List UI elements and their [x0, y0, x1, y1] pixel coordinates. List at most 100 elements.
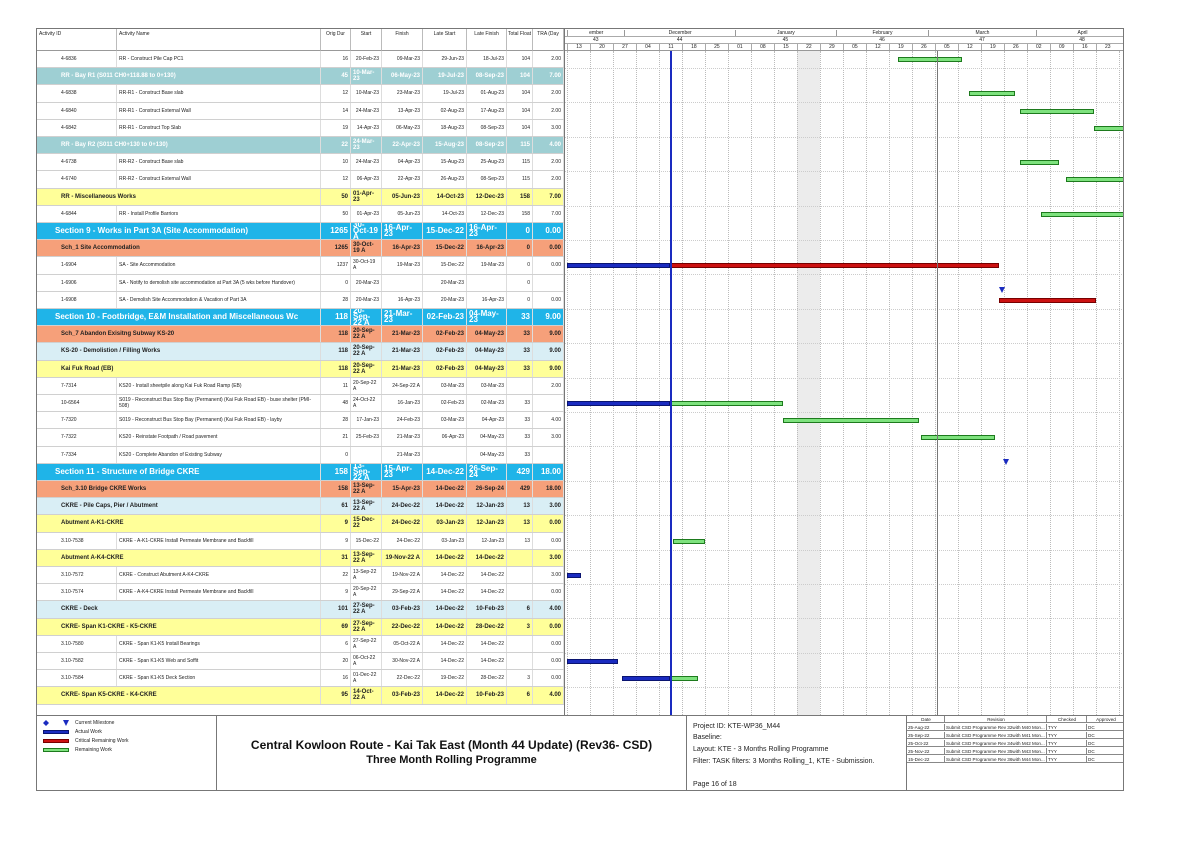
grid-line	[1118, 51, 1120, 715]
day-label: 09	[1049, 44, 1073, 50]
cell-text: 23-Mar-23	[396, 90, 420, 97]
cell-text: 0.00	[551, 537, 561, 544]
cell-ls: 14-Oct-23	[423, 205, 467, 222]
cell-text: 14-Dec-22	[480, 640, 504, 647]
cell-text: 14-Dec-22	[475, 554, 504, 561]
cell-name: KS20 - Complete Abandon of Existing Subw…	[117, 446, 321, 463]
cell-id: 4-6844	[59, 205, 117, 222]
cell-ls: 03-Mar-23	[423, 412, 467, 429]
footer: Current Milestone Actual Work Critical Rem…	[37, 715, 1123, 790]
cell-ls: 15-Aug-23	[423, 154, 467, 171]
grid-row	[565, 584, 1123, 585]
cell-text: 13-Sep-22 A	[353, 551, 375, 564]
cell-start: 20-Feb-23	[351, 51, 382, 68]
cell-text: 19	[342, 124, 348, 131]
cell-id: 1-6906	[59, 274, 117, 291]
cell-ls: 26-Aug-23	[423, 171, 467, 188]
revision-cell: 25-Nov-22	[907, 748, 945, 755]
revision-cell: DC	[1087, 748, 1123, 755]
cell-id: 3.10-7582	[59, 653, 117, 670]
cell-text: 14-Apr-23	[356, 124, 379, 131]
cell-text: 2.00	[551, 90, 561, 97]
holiday-shade	[796, 51, 820, 715]
cell-text: 06-May-23	[396, 124, 420, 131]
day-label: 26	[911, 44, 935, 50]
revision-header: Checked	[1047, 716, 1087, 723]
day-label: 18	[681, 44, 705, 50]
cell-text: 22	[341, 142, 348, 149]
cell-text: 08-Sep-23	[480, 124, 504, 131]
cell-tf: 115	[507, 154, 533, 171]
week-label: 44	[676, 37, 683, 43]
cell-text: 24-Mar-23	[355, 107, 379, 114]
cell-text: RR-R1 - Construct Top Slab	[119, 124, 181, 131]
cell-dur: 69	[321, 618, 351, 635]
cell-name: KS-20 - Demolistion / Filling Works	[59, 343, 321, 360]
cell-text: 26-Sep-24	[469, 463, 498, 479]
cell-text: 06-Oct-22 A	[353, 655, 376, 668]
cell-text: 104	[521, 90, 530, 97]
cell-start: 20-Sep-22 A	[351, 377, 382, 394]
cell-text: 17-Jan-23	[356, 417, 379, 424]
cell-text: 0	[527, 296, 530, 303]
grid-line	[1026, 51, 1028, 715]
actual-bar	[567, 401, 671, 406]
cell-text: 15-Dec-22	[426, 226, 464, 236]
table-row: 1-6904 SA - Site Accommodation 1237 30-Oct-…	[37, 257, 564, 275]
group-row: RR - Miscellaneous Works 50 01-Apr-23 05-Ju…	[37, 188, 564, 206]
cell-start: 17-Jan-23	[351, 412, 382, 429]
cell-text: 0	[525, 226, 530, 236]
revision-header: Revision	[945, 716, 1047, 723]
cell-text: 33	[524, 451, 530, 458]
cell-id: 4-6836	[59, 51, 117, 68]
cell-text: 7-7322	[61, 434, 77, 441]
table-row: 10-6564 S019 - Reconstruct Bus Stop Bay (…	[37, 395, 564, 413]
tree-strip	[37, 429, 59, 445]
tree-strip	[37, 378, 59, 394]
group-row: CKRE - Pile Caps, Pier / Abutment 61 13-Se…	[37, 498, 564, 516]
cell-ls: 14-Dec-22	[423, 463, 467, 480]
cell-text: 50	[342, 210, 348, 217]
cell-text: CKRE - A-K1-CKRE Install Permeate Membra…	[119, 537, 254, 544]
day-label: 15	[773, 44, 797, 50]
cell-text: CKRE - Span K1-K5 Install Bearings	[119, 640, 200, 647]
cell-dur: 31	[321, 549, 351, 566]
cell-ls: 14-Dec-22	[423, 653, 467, 670]
cell-lf: 08-Sep-23	[467, 171, 507, 188]
table-row: 4-6836 RR - Construct Pile Cap PC1 16 20-Fe…	[37, 51, 564, 69]
cell-start: 30-Oct-19 A	[351, 257, 382, 274]
cell-text: 22-Dec-22	[391, 623, 420, 630]
cell-text: 3.10-7582	[61, 658, 84, 665]
cell-tra: 9.00	[533, 309, 564, 326]
cell-text: 14	[342, 107, 348, 114]
cell-text: 04-May-23	[474, 348, 504, 355]
cell-start: 13-Sep-22 A	[351, 567, 382, 584]
cell-finish: 03-Feb-23	[382, 601, 423, 618]
cell-text: Abutment A-K1-CKRE	[61, 520, 124, 527]
cell-text: 158	[519, 193, 530, 200]
cell-finish: 24-Sep-22 A	[382, 377, 423, 394]
cell-text: 17-Aug-23	[480, 107, 504, 114]
cell-text: 12	[342, 90, 348, 97]
column-header: Activity ID	[37, 29, 117, 51]
cell-text: 20-Mar-23	[355, 279, 379, 286]
cell-text: 3.00	[549, 503, 561, 510]
cell-text: 15-Apr-23	[392, 486, 420, 493]
cell-text: 15-Apr-23	[384, 463, 413, 479]
cell-finish: 04-Apr-23	[382, 154, 423, 171]
table-row: 3.10-7580 CKRE - Span K1-K5 Install Beari…	[37, 635, 564, 653]
grid-row	[565, 240, 1123, 241]
cell-tf: 0	[507, 223, 533, 240]
grid-row	[565, 687, 1123, 689]
cell-name: Sch_7 Abandon Exisitng Subway KS-20	[59, 326, 321, 343]
cell-dur: 95	[321, 687, 351, 704]
cell-text: 0	[527, 262, 530, 269]
cell-finish: 22-Apr-23	[382, 137, 423, 154]
table-row: 4-6840 RR-R1 - Construct External Wall 14 2…	[37, 102, 564, 120]
week-label: 43	[592, 37, 599, 43]
grid-line	[1072, 51, 1074, 715]
cell-name: SA - Site Accommodation	[117, 257, 321, 274]
cell-ls: 02-Aug-23	[423, 102, 467, 119]
cell-text: 14-Dec-22	[435, 554, 464, 561]
cell-text: 19-Jul-23	[443, 90, 464, 97]
